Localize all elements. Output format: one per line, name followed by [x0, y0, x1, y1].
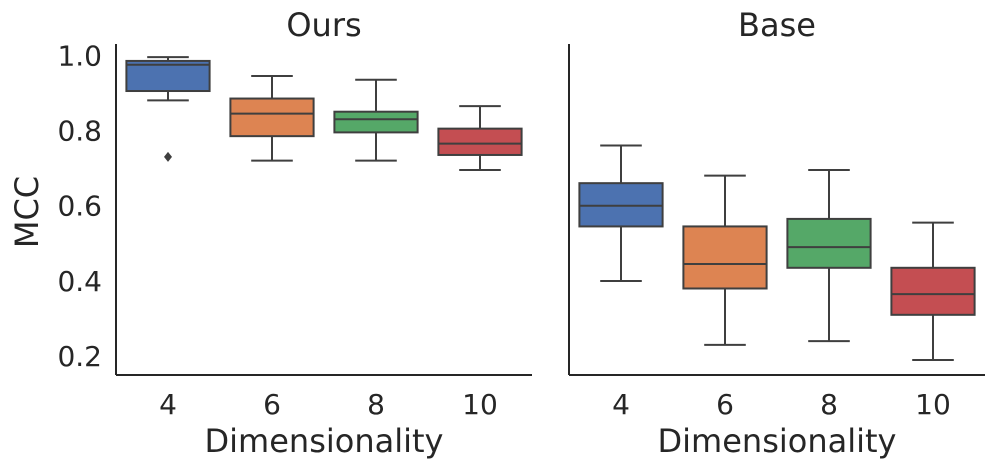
- box-0-0: [125, 59, 211, 93]
- x-axis-label-1: Dimensionality: [658, 422, 897, 460]
- x-tick-label-1-1: 6: [716, 388, 734, 421]
- box-1-1: [682, 225, 768, 290]
- box-0-1: [229, 97, 315, 138]
- y-tick-label-2: 0.6: [57, 190, 102, 223]
- box-0-3: [437, 127, 523, 156]
- x-tick-label-1-3: 10: [915, 388, 951, 421]
- x-axis-label-0: Dimensionality: [205, 422, 444, 460]
- y-tick-label-4: 1.0: [57, 39, 102, 72]
- y-tick-label-1: 0.4: [57, 265, 102, 298]
- x-tick-label-0-0: 4: [159, 388, 177, 421]
- panel-title-1: Base: [738, 6, 816, 44]
- outlier-point-0-0-0: [164, 151, 172, 162]
- box-1-3: [890, 266, 976, 316]
- x-tick-label-0-2: 8: [367, 388, 385, 421]
- x-tick-label-0-3: 10: [462, 388, 498, 421]
- y-axis-label: MCC: [8, 176, 46, 248]
- box-1-2: [786, 217, 872, 269]
- y-tick-label-3: 0.8: [57, 115, 102, 148]
- x-tick-label-1-0: 4: [612, 388, 630, 421]
- x-tick-label-0-1: 6: [263, 388, 281, 421]
- panel-title-0: Ours: [286, 6, 361, 44]
- box-0-2: [333, 110, 419, 134]
- y-tick-label-0: 0.2: [57, 340, 102, 373]
- x-tick-label-1-2: 8: [820, 388, 838, 421]
